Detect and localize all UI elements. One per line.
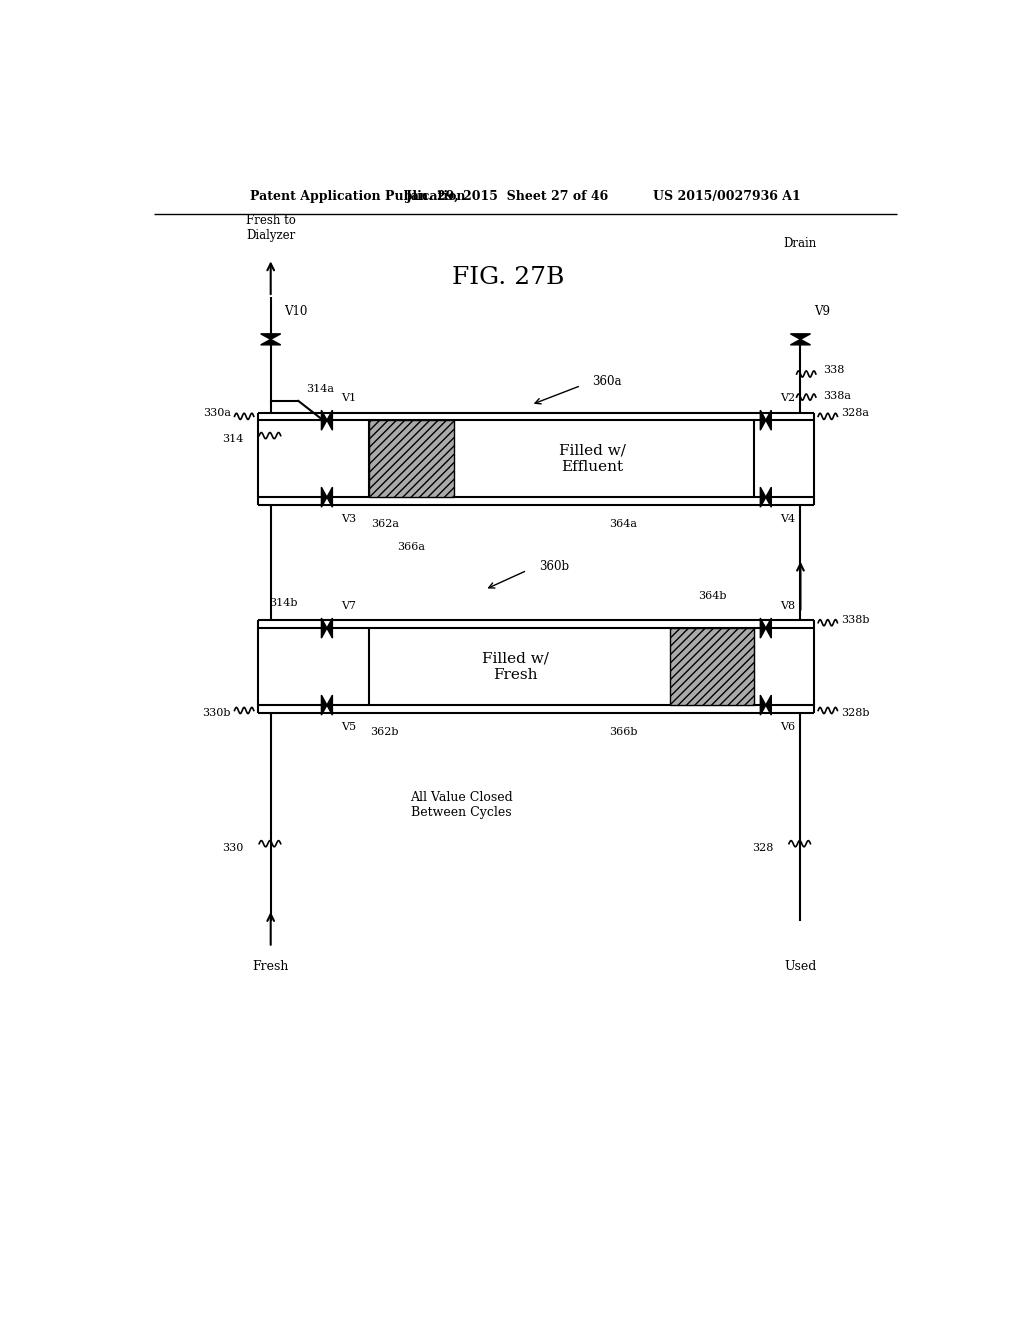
Polygon shape	[760, 411, 766, 430]
Text: 328a: 328a	[842, 408, 869, 417]
Text: V1: V1	[341, 393, 356, 404]
Polygon shape	[791, 339, 810, 345]
Text: 330b: 330b	[202, 708, 230, 718]
Text: US 2015/0027936 A1: US 2015/0027936 A1	[652, 190, 801, 203]
Text: 364b: 364b	[697, 591, 726, 601]
Polygon shape	[327, 487, 333, 507]
Polygon shape	[322, 411, 327, 430]
Text: 364a: 364a	[609, 519, 637, 529]
Polygon shape	[261, 334, 281, 339]
Text: V9: V9	[814, 305, 830, 318]
Text: 362b: 362b	[371, 727, 399, 737]
Polygon shape	[791, 334, 810, 339]
Text: 314: 314	[222, 434, 244, 445]
Text: Fresh: Fresh	[253, 961, 289, 973]
Text: V8: V8	[779, 601, 795, 611]
Text: FIG. 27B: FIG. 27B	[452, 267, 564, 289]
Text: 338a: 338a	[823, 391, 852, 400]
Text: 330a: 330a	[203, 408, 230, 417]
Polygon shape	[760, 618, 766, 638]
Text: V2: V2	[779, 393, 795, 404]
Text: V10: V10	[285, 305, 308, 318]
Text: 366b: 366b	[609, 727, 638, 737]
Text: Used: Used	[784, 961, 817, 973]
Text: 362a: 362a	[371, 519, 398, 529]
Text: V5: V5	[341, 722, 356, 733]
Text: V3: V3	[341, 515, 356, 524]
Text: 314a: 314a	[306, 384, 334, 395]
Text: V6: V6	[779, 722, 795, 733]
Text: Filled w/
Fresh: Filled w/ Fresh	[482, 652, 549, 681]
Text: 338: 338	[823, 366, 845, 375]
Text: 366a: 366a	[397, 543, 426, 552]
Text: 360a: 360a	[593, 375, 622, 388]
Text: Drain: Drain	[783, 236, 817, 249]
Text: All Value Closed
Between Cycles: All Value Closed Between Cycles	[411, 791, 513, 820]
Polygon shape	[322, 487, 327, 507]
Polygon shape	[322, 696, 327, 715]
Polygon shape	[327, 696, 333, 715]
Bar	[670, 628, 755, 705]
Text: 338b: 338b	[842, 615, 869, 626]
Text: 314b: 314b	[269, 598, 298, 609]
Polygon shape	[327, 411, 333, 430]
Text: V7: V7	[341, 601, 355, 611]
Text: Fresh to
Dialyzer: Fresh to Dialyzer	[246, 214, 296, 242]
Text: 330: 330	[222, 842, 244, 853]
Text: V4: V4	[779, 515, 795, 524]
Text: 360b: 360b	[539, 560, 568, 573]
Text: Jan. 29, 2015  Sheet 27 of 46: Jan. 29, 2015 Sheet 27 of 46	[407, 190, 609, 203]
Text: 328b: 328b	[842, 708, 869, 718]
Polygon shape	[766, 618, 771, 638]
Bar	[370, 420, 454, 498]
Polygon shape	[766, 487, 771, 507]
Polygon shape	[327, 618, 333, 638]
Text: Patent Application Publication: Patent Application Publication	[250, 190, 466, 203]
Text: Filled w/
Effluent: Filled w/ Effluent	[559, 444, 626, 474]
Text: 328: 328	[753, 842, 773, 853]
Polygon shape	[322, 618, 327, 638]
Polygon shape	[261, 339, 281, 345]
Polygon shape	[760, 487, 766, 507]
Polygon shape	[766, 696, 771, 715]
Bar	[370, 420, 755, 498]
Polygon shape	[760, 696, 766, 715]
Polygon shape	[766, 411, 771, 430]
Bar	[370, 628, 755, 705]
